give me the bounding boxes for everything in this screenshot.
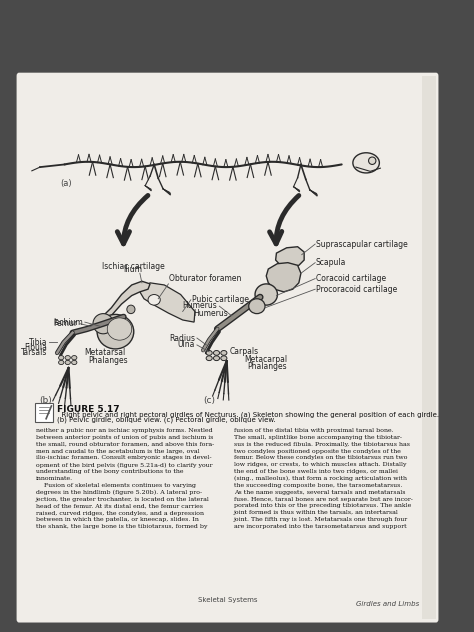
- Text: Humerus: Humerus: [193, 308, 228, 318]
- Text: Phalanges: Phalanges: [247, 362, 287, 371]
- Ellipse shape: [65, 356, 70, 360]
- FancyBboxPatch shape: [35, 403, 53, 422]
- Text: FIGURE 5.17: FIGURE 5.17: [57, 405, 120, 414]
- Text: Ilium: Ilium: [123, 265, 143, 274]
- Text: Procoracoid cartilage: Procoracoid cartilage: [316, 284, 397, 294]
- Ellipse shape: [127, 305, 135, 313]
- Ellipse shape: [72, 356, 77, 360]
- Polygon shape: [103, 281, 150, 321]
- Text: Metacarpal: Metacarpal: [244, 355, 287, 364]
- Text: Pubic cartilage: Pubic cartilage: [191, 295, 249, 305]
- Text: Scapula: Scapula: [316, 258, 346, 267]
- FancyBboxPatch shape: [422, 76, 436, 619]
- Ellipse shape: [221, 351, 227, 355]
- Ellipse shape: [255, 284, 277, 305]
- Text: Ischium: Ischium: [53, 318, 83, 327]
- Text: Femur: Femur: [54, 319, 78, 328]
- Text: Obturator foramen: Obturator foramen: [169, 274, 242, 283]
- Polygon shape: [275, 246, 304, 268]
- Ellipse shape: [249, 299, 265, 313]
- Text: Tarsals: Tarsals: [21, 348, 47, 358]
- Text: Suprascapular cartilage: Suprascapular cartilage: [316, 240, 408, 248]
- Ellipse shape: [213, 356, 219, 361]
- Text: Girdles and Limbs: Girdles and Limbs: [356, 600, 419, 607]
- Ellipse shape: [206, 356, 212, 361]
- Ellipse shape: [353, 153, 379, 173]
- Text: Tibia: Tibia: [29, 337, 47, 347]
- Ellipse shape: [148, 295, 160, 305]
- Text: (b): (b): [39, 396, 52, 405]
- Text: (b) Pelvic girdle, oblique view. (c) Pectoral girdle, oblique view.: (b) Pelvic girdle, oblique view. (c) Pec…: [57, 416, 276, 423]
- Text: neither a pubic nor an ischiac symphysis forms. Nestled
between anterior points : neither a pubic nor an ischiac symphysis…: [36, 428, 214, 529]
- Ellipse shape: [369, 157, 376, 164]
- Text: Radius: Radius: [169, 334, 195, 343]
- Ellipse shape: [97, 315, 134, 349]
- Text: Humerus: Humerus: [182, 301, 217, 310]
- Ellipse shape: [59, 356, 64, 360]
- Ellipse shape: [206, 351, 212, 355]
- FancyBboxPatch shape: [17, 73, 438, 623]
- Text: (a): (a): [60, 179, 72, 188]
- Polygon shape: [140, 283, 195, 322]
- Ellipse shape: [93, 313, 113, 334]
- Text: Ischiac cartilage: Ischiac cartilage: [101, 262, 164, 270]
- Ellipse shape: [213, 351, 219, 355]
- Text: Right pelvic and right pectoral girdles of Necturus. (a) Skeleton showing the ge: Right pelvic and right pectoral girdles …: [57, 411, 439, 418]
- Ellipse shape: [65, 360, 70, 365]
- Ellipse shape: [221, 356, 227, 361]
- Ellipse shape: [72, 360, 77, 365]
- Text: Ulna: Ulna: [178, 341, 195, 349]
- Text: Carpals: Carpals: [229, 348, 259, 356]
- Text: Coracoid cartilage: Coracoid cartilage: [316, 274, 386, 283]
- Text: Metatarsal: Metatarsal: [84, 348, 125, 358]
- Text: fusion of the distal tibia with proximal tarsal bone.
The small, splintlike bone: fusion of the distal tibia with proximal…: [234, 428, 412, 529]
- Text: Phalanges: Phalanges: [88, 356, 128, 365]
- Text: Fibula: Fibula: [25, 343, 47, 352]
- Ellipse shape: [59, 360, 64, 365]
- Text: Skeletal Systems: Skeletal Systems: [198, 597, 257, 604]
- Polygon shape: [266, 263, 301, 292]
- Ellipse shape: [107, 318, 132, 340]
- Text: (c): (c): [203, 396, 215, 405]
